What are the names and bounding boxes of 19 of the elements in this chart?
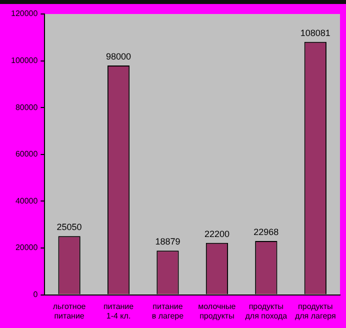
- y-tick-label: 40000: [15, 196, 38, 206]
- y-tick-label: 80000: [15, 102, 38, 112]
- x-tick-label: льготное питание: [52, 302, 86, 320]
- x-tick-label: молочные продукты: [198, 302, 236, 320]
- data-label: 98000: [106, 51, 132, 62]
- x-tick-label: питание в лагере: [152, 302, 184, 320]
- x-tick-label: питание 1-4 кл.: [103, 302, 134, 320]
- data-label: 108081: [300, 28, 330, 38]
- x-tick-label: продукты для похода: [245, 302, 288, 320]
- y-tick-label: 120000: [10, 9, 38, 18]
- y-tick-label: 100000: [10, 56, 38, 66]
- y-tick-label: 0: [33, 290, 38, 300]
- x-tick-label: продукты для лагеря: [294, 302, 336, 320]
- data-label: 25050: [56, 222, 82, 232]
- y-tick-label: 60000: [15, 150, 38, 159]
- data-label: 22968: [254, 227, 279, 238]
- data-label: 18879: [155, 236, 180, 247]
- data-label: 22200: [204, 228, 230, 239]
- y-tick-label: 20000: [15, 243, 38, 252]
